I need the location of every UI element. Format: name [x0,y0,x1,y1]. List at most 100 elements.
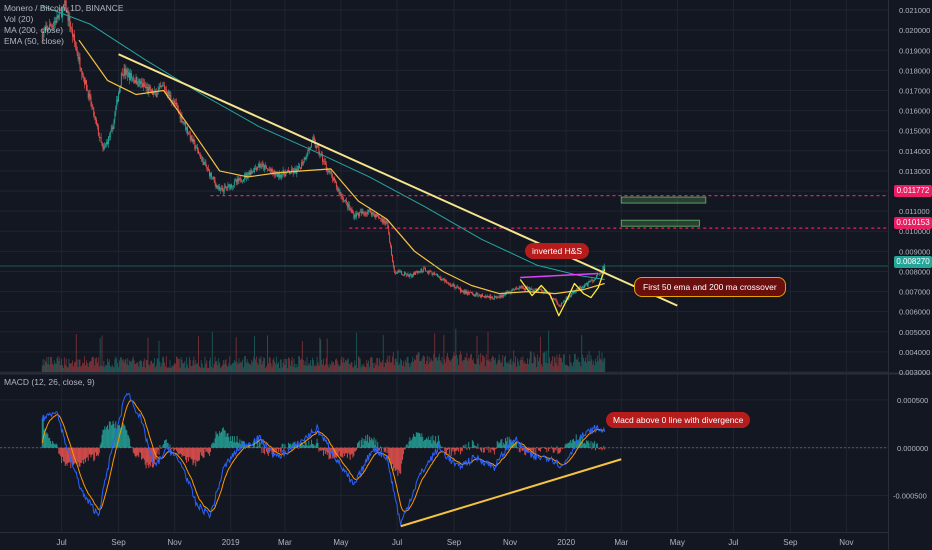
macd-histogram-bar [591,447,593,450]
candle-body [436,273,437,275]
legend-ema-50[interactable]: EMA (50, close) [4,36,64,46]
volume-bar [123,362,125,372]
candle-body [386,221,388,222]
candle-body [444,279,446,282]
macd-histogram-bar [90,447,92,458]
volume-bar [240,361,242,372]
volume-bar [450,359,452,372]
candle-body [75,46,77,50]
volume-bar [120,357,122,372]
macd-histogram-bar [377,441,379,448]
volume-bar [288,357,290,372]
macd-histogram-bar [596,443,598,448]
candle-body [504,293,505,295]
candle-body [134,80,136,83]
candle-body [451,284,453,286]
volume-bar [498,354,500,372]
volume-bar [310,360,312,372]
candle-body [531,289,533,291]
candle-body [229,184,231,189]
macd-title[interactable]: MACD (12, 26, close, 9) [4,377,95,387]
volume-bar [316,356,318,372]
volume-bar [147,337,149,372]
volume-bar [112,366,114,372]
candle-body [573,291,574,294]
volume-bar [422,356,424,372]
volume-bar [544,352,546,372]
volume-bar [136,362,138,372]
candle-body [227,184,229,188]
volume-bar [161,363,163,372]
macd-histogram-bar [413,434,415,448]
volume-bar [359,358,361,372]
macd-histogram-bar [436,441,438,448]
volume-bar [425,364,426,372]
macd-histogram-bar [365,435,367,448]
candle-body [523,288,525,290]
volume-bar [134,363,136,372]
candle-body [472,294,474,296]
annotation-inverted-hs[interactable]: inverted H&S [525,243,590,259]
macd-histogram-bar [126,430,128,448]
candle-body [482,296,484,297]
volume-bar [271,366,273,372]
legend-volume[interactable]: Vol (20) [4,14,34,24]
volume-bar [81,365,83,372]
macd-histogram-bar [582,437,584,448]
candle-body [164,85,165,90]
macd-histogram-bar [533,447,535,455]
annotation-macd-divergence[interactable]: Macd above 0 line with divergence [606,412,751,428]
macd-histogram-bar [381,447,383,448]
symbol-title[interactable]: Monero / Bitcoin, 1D, BINANCE [4,3,124,13]
volume-bar [514,362,516,372]
macd-histogram-bar [68,447,70,463]
candle-body [486,295,488,298]
candle-body [64,1,66,6]
candle-body [225,186,227,188]
candle-body [380,218,381,219]
volume-bar [590,355,592,372]
candle-body [368,209,369,212]
volume-bar [483,357,485,372]
macd-histogram-bar [550,446,552,448]
volume-bar [555,363,557,372]
volume-bar [278,367,280,372]
macd-histogram-bar [212,442,214,448]
volume-bar [307,365,309,372]
macd-histogram-bar [402,447,404,455]
macd-histogram-bar [306,444,308,448]
candle-body [235,180,237,183]
candle-body [512,288,514,290]
annotation-crossover[interactable]: First 50 ema and 200 ma crossover [634,277,786,297]
macd-histogram-bar [52,442,54,448]
candle-body [515,287,517,290]
macd-histogram-bar [584,443,586,448]
volume-bar [451,358,453,372]
macd-histogram-bar [288,444,290,448]
macd-histogram-bar [91,447,93,455]
candle-body [459,288,461,293]
candle-body [411,274,413,277]
candle-body [215,183,217,188]
candle-body [307,149,309,156]
candle-body [460,290,462,293]
macd-histogram-bar [515,441,517,448]
legend-ma-200[interactable]: MA (200, close) [4,25,64,35]
volume-bar [593,360,595,372]
macd-histogram-bar [314,446,316,448]
macd-histogram-bar [327,447,329,453]
volume-bar [121,360,123,372]
candle-body [216,185,218,188]
macd-histogram-bar [283,447,285,451]
macd-histogram-bar [572,439,574,448]
candle-body [603,266,605,270]
volume-bar [65,358,67,372]
volume-bar [420,361,422,372]
macd-histogram-bar [440,447,442,448]
macd-histogram-bar [344,447,346,457]
volume-bar [387,355,389,372]
candle-body [45,26,47,30]
macd-histogram-bar [441,446,443,448]
candle-body [209,170,210,177]
